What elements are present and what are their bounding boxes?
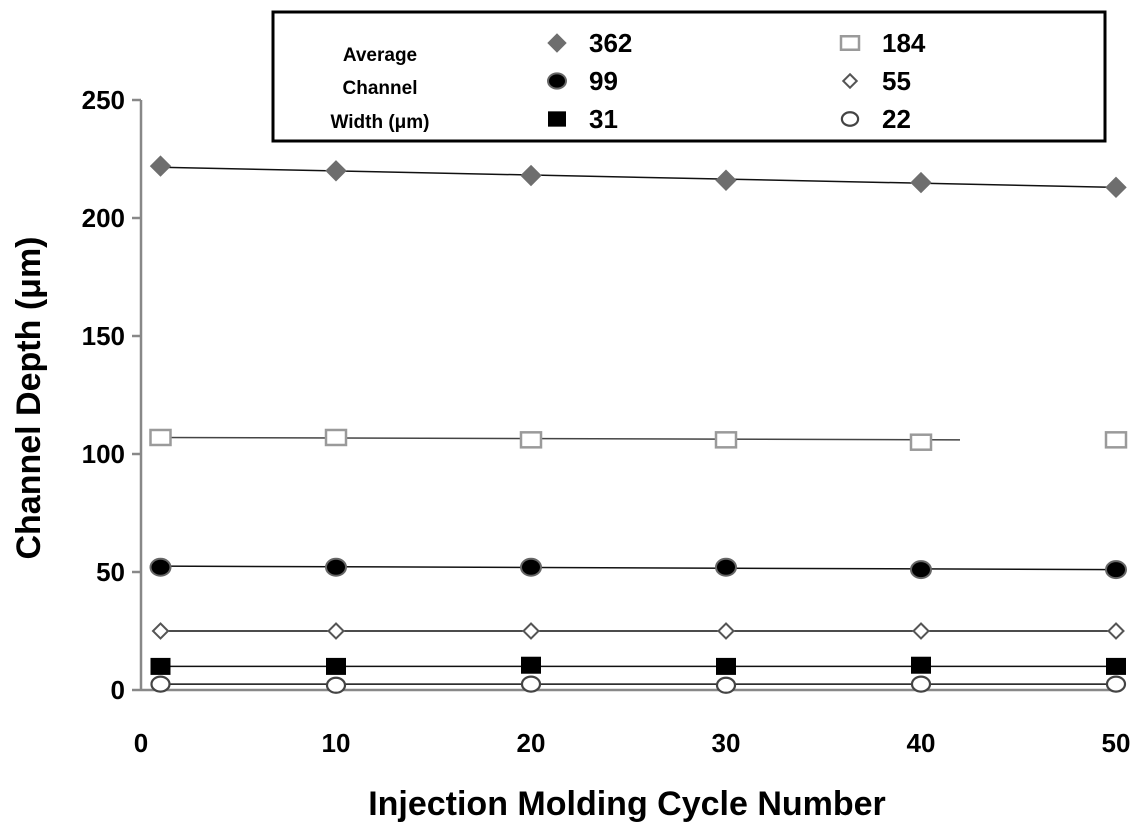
x-tick-label: 50 [1102,728,1131,758]
y-tick-label: 150 [82,321,125,351]
point-184-1 [149,428,172,447]
y-tick-label: 0 [111,675,125,705]
y-tick-labels: 0 50 100 150 200 250 [82,85,141,705]
point-22-40 [910,675,932,693]
y-tick-label: 200 [82,203,125,233]
legend: Average Channel Width (μm) 362 184 99 55 31 2… [271,10,1107,143]
point-362-10 [325,160,347,182]
legend-marker-184 [839,35,861,51]
point-55-30 [717,622,735,640]
trendline-184 [160,436,961,441]
point-22-10 [325,676,347,694]
legend-label-31: 31 [589,104,618,134]
point-22-30 [715,676,737,694]
legend-title-line-3: Width (μm) [330,112,429,133]
point-55-20 [522,622,540,640]
y-tick-label: 100 [82,439,125,469]
point-184-20 [519,431,543,449]
point-184-10 [324,428,348,447]
point-99-30 [715,557,737,577]
legend-marker-55 [841,72,859,90]
point-362-1 [149,155,172,177]
legend-items: 362 184 99 55 31 22 [547,28,926,134]
point-22-50 [1105,675,1127,693]
legend-title-line-2: Channel [343,78,418,99]
legend-box [271,10,1107,143]
point-55-1 [151,622,170,640]
legend-marker-22 [840,111,860,127]
legend-title-line-1: Average [343,45,417,66]
point-31-30 [716,657,736,675]
y-tick-label: 50 [96,557,125,587]
point-99-50 [1105,560,1127,580]
x-tick-label: 40 [907,728,936,758]
point-99-40 [910,560,932,580]
legend-label-99: 99 [589,66,618,96]
point-99-20 [520,557,542,577]
x-tick-label: 30 [712,728,741,758]
point-184-50 [1104,431,1128,449]
x-tick-label: 0 [134,728,148,758]
legend-label-55: 55 [882,66,911,96]
legend-marker-31 [548,111,566,127]
point-99-1 [149,557,172,577]
legend-label-184: 184 [882,28,926,58]
trendline-362 [160,166,1117,189]
x-tick-label: 20 [517,728,546,758]
point-362-40 [910,171,932,194]
y-axis-label: Channel Depth (μm) [10,236,48,559]
legend-marker-362 [547,33,567,53]
point-22-20 [520,675,542,693]
x-tick-label: 10 [322,728,351,758]
x-axis-label: Injection Molding Cycle Number [368,785,886,823]
data-points [149,155,1128,694]
point-55-50 [1107,622,1125,640]
point-55-40 [912,622,930,640]
y-tick-label: 250 [82,85,125,115]
trendline-99 [160,565,1117,571]
point-31-10 [326,657,346,675]
point-22-1 [150,675,171,693]
x-tick-labels: 0 10 20 30 40 50 [134,728,1131,758]
point-184-30 [714,431,738,449]
point-31-50 [1106,657,1126,675]
point-99-10 [325,557,347,577]
point-31-1 [150,657,171,675]
point-362-20 [520,164,542,187]
point-55-10 [327,622,345,640]
legend-label-362: 362 [589,28,632,58]
trendlines [160,166,1117,685]
legend-label-22: 22 [882,104,911,134]
point-362-30 [715,169,737,191]
point-31-40 [911,656,931,674]
point-362-50 [1105,176,1127,199]
legend-marker-99 [547,72,567,90]
point-31-20 [521,656,541,674]
axes [139,100,1116,692]
point-184-40 [909,433,933,451]
